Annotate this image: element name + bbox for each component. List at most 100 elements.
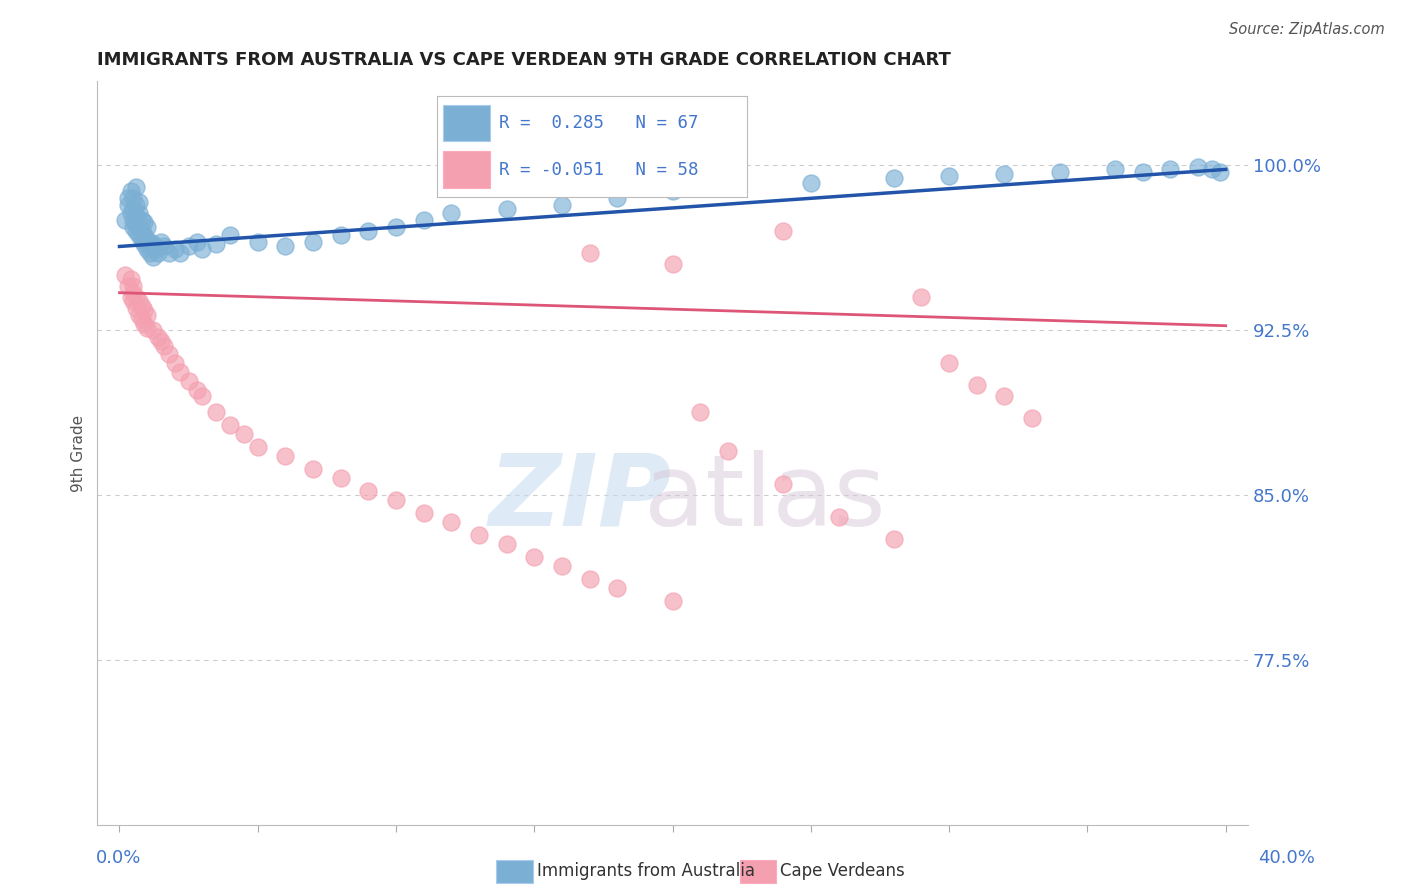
Point [125, 290, 148, 304]
Point [122, 213, 145, 227]
Point [128, 219, 150, 234]
Point [148, 246, 170, 260]
Point [134, 215, 156, 229]
Point [302, 462, 325, 476]
Point [149, 334, 172, 348]
Point [302, 235, 325, 249]
Point [120, 272, 142, 286]
Point [205, 404, 228, 418]
Point [661, 257, 683, 271]
Point [274, 449, 297, 463]
Point [578, 246, 600, 260]
Point [232, 426, 254, 441]
Point [219, 228, 242, 243]
Point [177, 239, 200, 253]
Point [186, 235, 208, 249]
Point [157, 347, 180, 361]
Point [122, 219, 145, 234]
Point [412, 213, 434, 227]
Point [136, 321, 159, 335]
Text: IMMIGRANTS FROM AUSTRALIA VS CAPE VERDEAN 9TH GRADE CORRELATION CHART: IMMIGRANTS FROM AUSTRALIA VS CAPE VERDEA… [97, 51, 952, 69]
Point [717, 180, 740, 194]
Point [117, 197, 139, 211]
Point [136, 219, 159, 234]
Point [910, 290, 932, 304]
Point [128, 308, 150, 322]
Point [274, 239, 297, 253]
Point [128, 195, 150, 210]
Point [125, 224, 148, 238]
Point [131, 233, 153, 247]
Point [125, 301, 148, 315]
Point [128, 228, 150, 243]
Point [661, 185, 683, 199]
Point [800, 176, 823, 190]
Point [125, 209, 148, 223]
Point [134, 303, 156, 318]
Point [142, 323, 165, 337]
Point [125, 180, 148, 194]
Point [142, 251, 165, 265]
Point [136, 308, 159, 322]
Point [357, 483, 380, 498]
Point [205, 237, 228, 252]
Point [122, 279, 145, 293]
Point [134, 228, 156, 243]
Point [117, 279, 139, 293]
Y-axis label: 9th Grade: 9th Grade [72, 415, 86, 492]
Point [606, 581, 628, 595]
Point [125, 197, 148, 211]
Point [131, 299, 153, 313]
Text: atlas: atlas [644, 450, 886, 547]
Point [122, 202, 145, 216]
Point [169, 246, 191, 260]
Point [578, 572, 600, 586]
Point [152, 239, 174, 253]
Point [329, 470, 352, 484]
Point [357, 224, 380, 238]
Point [136, 233, 159, 247]
Point [131, 224, 153, 238]
Point [468, 528, 491, 542]
Text: 40.0%: 40.0% [1258, 849, 1315, 867]
Point [125, 218, 148, 232]
Point [120, 206, 142, 220]
Point [191, 389, 214, 403]
Point [551, 197, 574, 211]
Text: ZIP: ZIP [489, 450, 672, 547]
Point [120, 185, 142, 199]
Point [993, 389, 1015, 403]
Point [966, 378, 988, 392]
Point [246, 440, 269, 454]
Point [122, 285, 145, 300]
Point [329, 228, 352, 243]
Point [993, 167, 1015, 181]
Point [938, 356, 960, 370]
Point [772, 224, 794, 238]
Point [883, 171, 905, 186]
Point [689, 404, 711, 418]
Point [142, 237, 165, 252]
Point [1021, 411, 1043, 425]
Point [177, 374, 200, 388]
Point [523, 549, 546, 564]
Point [1104, 162, 1126, 177]
Point [139, 235, 162, 249]
Point [191, 242, 214, 256]
Point [163, 242, 186, 256]
Point [1209, 164, 1232, 178]
Point [385, 492, 408, 507]
Text: 0.0%: 0.0% [96, 849, 141, 867]
Text: Immigrants from Australia: Immigrants from Australia [537, 863, 755, 880]
Point [120, 290, 142, 304]
Point [128, 294, 150, 309]
Point [827, 510, 849, 524]
Point [1132, 164, 1154, 178]
Point [1159, 162, 1181, 177]
Point [551, 558, 574, 573]
Point [440, 515, 463, 529]
Point [117, 191, 139, 205]
Point [134, 317, 156, 331]
Point [136, 242, 159, 256]
Point [163, 356, 186, 370]
